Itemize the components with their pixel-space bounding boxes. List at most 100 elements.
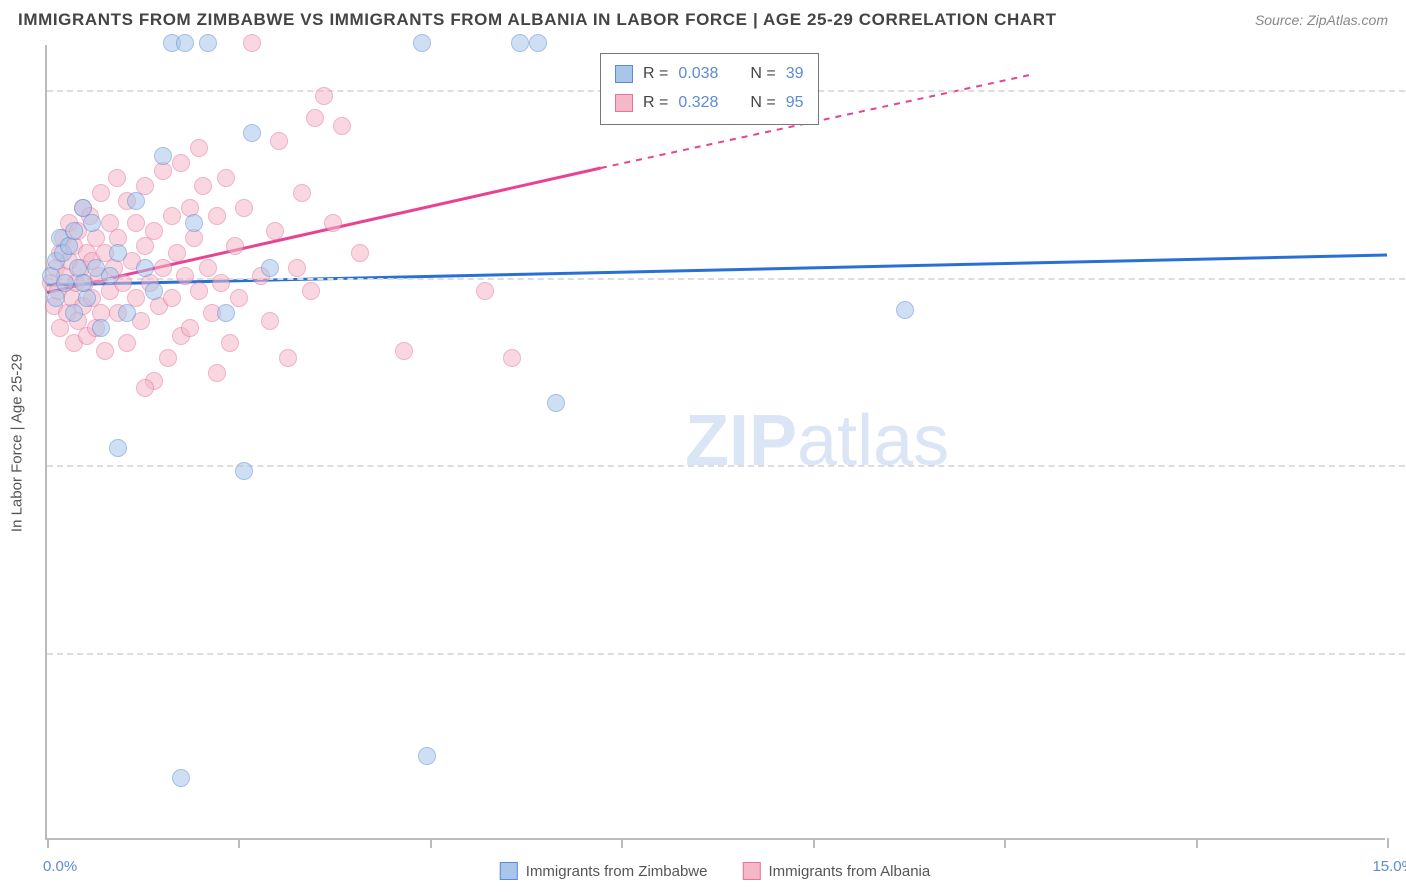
data-point [199, 34, 217, 52]
data-point [243, 34, 261, 52]
data-point [172, 769, 190, 787]
source-attribution: Source: ZipAtlas.com [1255, 12, 1388, 28]
stats-r-value-zimbabwe: 0.038 [678, 60, 718, 89]
data-point [136, 259, 154, 277]
data-point [261, 259, 279, 277]
data-point [176, 34, 194, 52]
data-point [92, 319, 110, 337]
data-point [108, 169, 126, 187]
data-point [288, 259, 306, 277]
stats-n-value-zimbabwe: 39 [786, 60, 804, 89]
data-point [199, 259, 217, 277]
data-point [101, 267, 119, 285]
data-point [293, 184, 311, 202]
stats-row-zimbabwe: R = 0.038 N = 39 [615, 60, 804, 89]
legend-label-albania: Immigrants from Albania [768, 863, 930, 880]
y-axis-label: In Labor Force | Age 25-29 [9, 353, 26, 531]
data-point [395, 342, 413, 360]
data-point [333, 117, 351, 135]
data-point [230, 289, 248, 307]
x-tick [813, 838, 815, 848]
data-point [529, 34, 547, 52]
data-point [208, 207, 226, 225]
data-point [181, 319, 199, 337]
data-point [351, 244, 369, 262]
data-point [145, 222, 163, 240]
data-point [896, 301, 914, 319]
data-point [270, 132, 288, 150]
data-point [74, 274, 92, 292]
data-point [109, 244, 127, 262]
data-point [208, 364, 226, 382]
x-tick [1004, 838, 1006, 848]
x-axis-min-label: 0.0% [43, 858, 77, 875]
x-tick [430, 838, 432, 848]
data-point [159, 349, 177, 367]
legend-label-zimbabwe: Immigrants from Zimbabwe [526, 863, 708, 880]
data-point [92, 184, 110, 202]
data-point [503, 349, 521, 367]
legend: Immigrants from Zimbabwe Immigrants from… [500, 862, 930, 880]
gridline [47, 278, 1406, 280]
chart-area: 100.0%87.5%75.0%62.5% In Labor Force | A… [45, 45, 1385, 840]
data-point [190, 282, 208, 300]
data-point [212, 274, 230, 292]
stats-swatch-zimbabwe [615, 65, 633, 83]
data-point [185, 214, 203, 232]
x-axis-max-label: 15.0% [1372, 858, 1406, 875]
data-point [266, 222, 284, 240]
data-point [163, 207, 181, 225]
data-point [511, 34, 529, 52]
data-point [235, 199, 253, 217]
stats-row-albania: R = 0.328 N = 95 [615, 89, 804, 118]
legend-swatch-albania [742, 862, 760, 880]
data-point [176, 267, 194, 285]
data-point [324, 214, 342, 232]
data-point [118, 334, 136, 352]
data-point [413, 34, 431, 52]
stats-r-label: R = [643, 89, 668, 118]
data-point [279, 349, 297, 367]
x-tick [47, 838, 49, 848]
data-point [243, 124, 261, 142]
data-point [261, 312, 279, 330]
data-point [235, 462, 253, 480]
plot-area: 100.0%87.5%75.0%62.5% [45, 45, 1385, 840]
data-point [190, 139, 208, 157]
data-point [56, 274, 74, 292]
stats-r-value-albania: 0.328 [678, 89, 718, 118]
stats-n-label: N = [750, 89, 775, 118]
x-tick [1196, 838, 1198, 848]
data-point [217, 169, 235, 187]
data-point [418, 747, 436, 765]
data-point [217, 304, 235, 322]
data-point [168, 244, 186, 262]
data-point [476, 282, 494, 300]
data-point [65, 222, 83, 240]
correlation-stats-box: R = 0.038 N = 39 R = 0.328 N = 95 [600, 53, 819, 125]
data-point [136, 379, 154, 397]
gridline [47, 653, 1406, 655]
data-point [118, 304, 136, 322]
x-tick [1387, 838, 1389, 848]
data-point [65, 304, 83, 322]
legend-item-albania: Immigrants from Albania [742, 862, 930, 880]
data-point [226, 237, 244, 255]
x-tick [621, 838, 623, 848]
data-point [145, 282, 163, 300]
legend-item-zimbabwe: Immigrants from Zimbabwe [500, 862, 708, 880]
data-point [315, 87, 333, 105]
x-tick [238, 838, 240, 848]
data-point [109, 439, 127, 457]
data-point [306, 109, 324, 127]
data-point [163, 289, 181, 307]
trend-lines [47, 45, 1387, 840]
stats-swatch-albania [615, 94, 633, 112]
stats-r-label: R = [643, 60, 668, 89]
data-point [302, 282, 320, 300]
data-point [83, 214, 101, 232]
data-point [172, 154, 190, 172]
data-point [547, 394, 565, 412]
data-point [221, 334, 239, 352]
chart-title: IMMIGRANTS FROM ZIMBABWE VS IMMIGRANTS F… [18, 10, 1057, 30]
